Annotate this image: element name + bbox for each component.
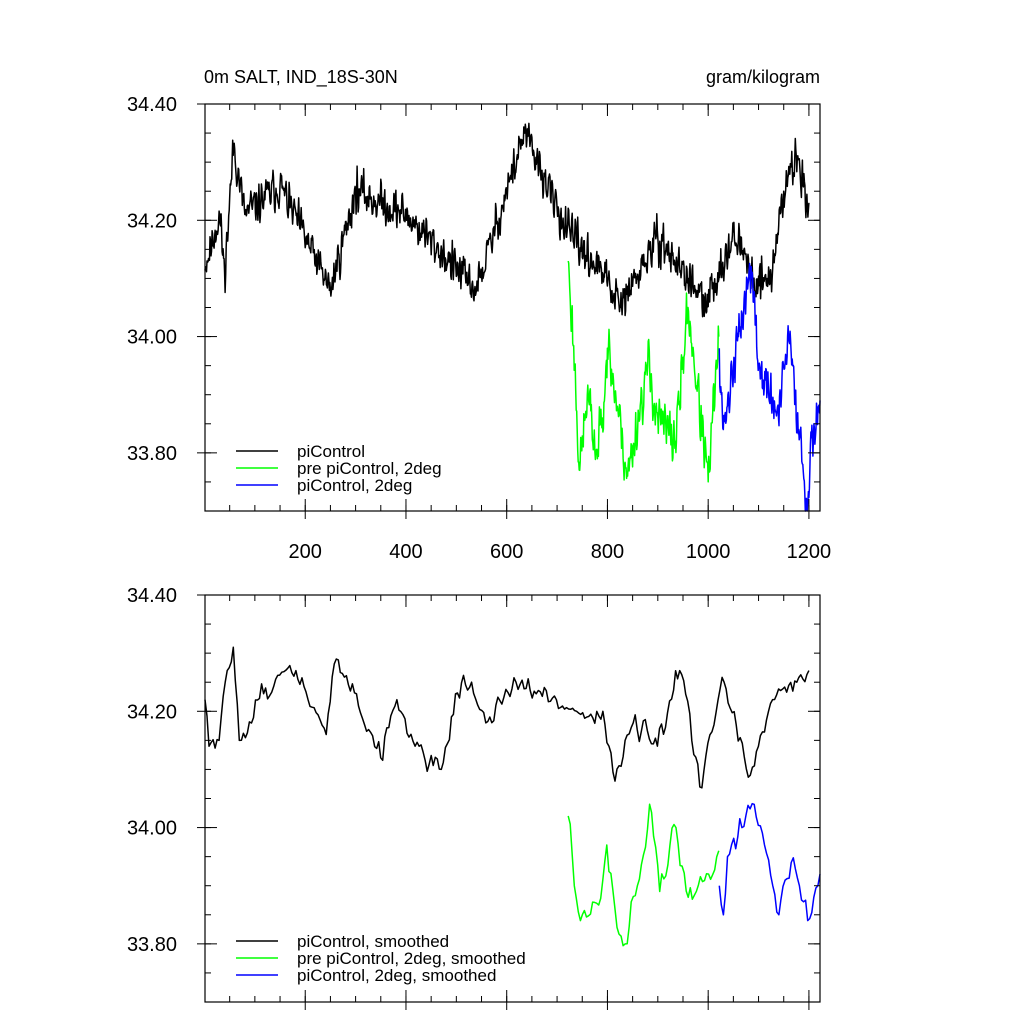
top-panel: 0m SALT, IND_18S-30N gram/kilogram 34.40… (127, 67, 831, 563)
series-line-bottom-1 (567, 803, 720, 947)
x-tick-label: 600 (490, 541, 523, 563)
legend-label: pre piControl, 2deg, smoothed (297, 949, 526, 968)
x-tick-label: 200 (289, 541, 322, 563)
series-line-top-2 (718, 262, 821, 512)
legend-label: piControl, 2deg (297, 476, 412, 495)
legend-label: piControl (297, 442, 365, 461)
series-line-bottom-0 (204, 646, 810, 789)
y-tick-label: 34.20 (127, 701, 177, 723)
y-tick-label: 33.80 (127, 934, 177, 956)
bottom-panel: 34.40 34.20 34.00 33.80 piControl, smoothed… (127, 585, 821, 1010)
y-tick-label: 34.40 (127, 94, 177, 116)
y-tick-label: 34.00 (127, 818, 177, 840)
top-series-group (204, 122, 821, 512)
x-tick-label: 400 (389, 541, 422, 563)
x-tick-label: 800 (591, 541, 624, 563)
series-line-top-0 (204, 122, 810, 318)
legend-label: piControl, smoothed (297, 932, 449, 951)
series-line-bottom-2 (718, 802, 821, 922)
chart-title: 0m SALT, IND_18S-30N (204, 67, 398, 88)
legend-label: piControl, 2deg, smoothed (297, 966, 496, 985)
y-tick-label: 33.80 (127, 443, 177, 465)
top-ticks: 34.40 34.20 34.00 33.80 200 400 600 800 1000 1200 (127, 94, 831, 563)
bottom-series-group (204, 646, 821, 947)
y-tick-label: 34.00 (127, 327, 177, 349)
y-tick-label: 34.20 (127, 210, 177, 232)
legend-label: pre piControl, 2deg (297, 459, 442, 478)
y-tick-label: 34.40 (127, 585, 177, 607)
x-tick-label: 1000 (686, 541, 731, 563)
bottom-ticks: 34.40 34.20 34.00 33.80 (127, 585, 820, 1010)
units-label: gram/kilogram (706, 67, 820, 87)
series-line-top-1 (567, 260, 720, 483)
x-tick-label: 1200 (787, 541, 832, 563)
